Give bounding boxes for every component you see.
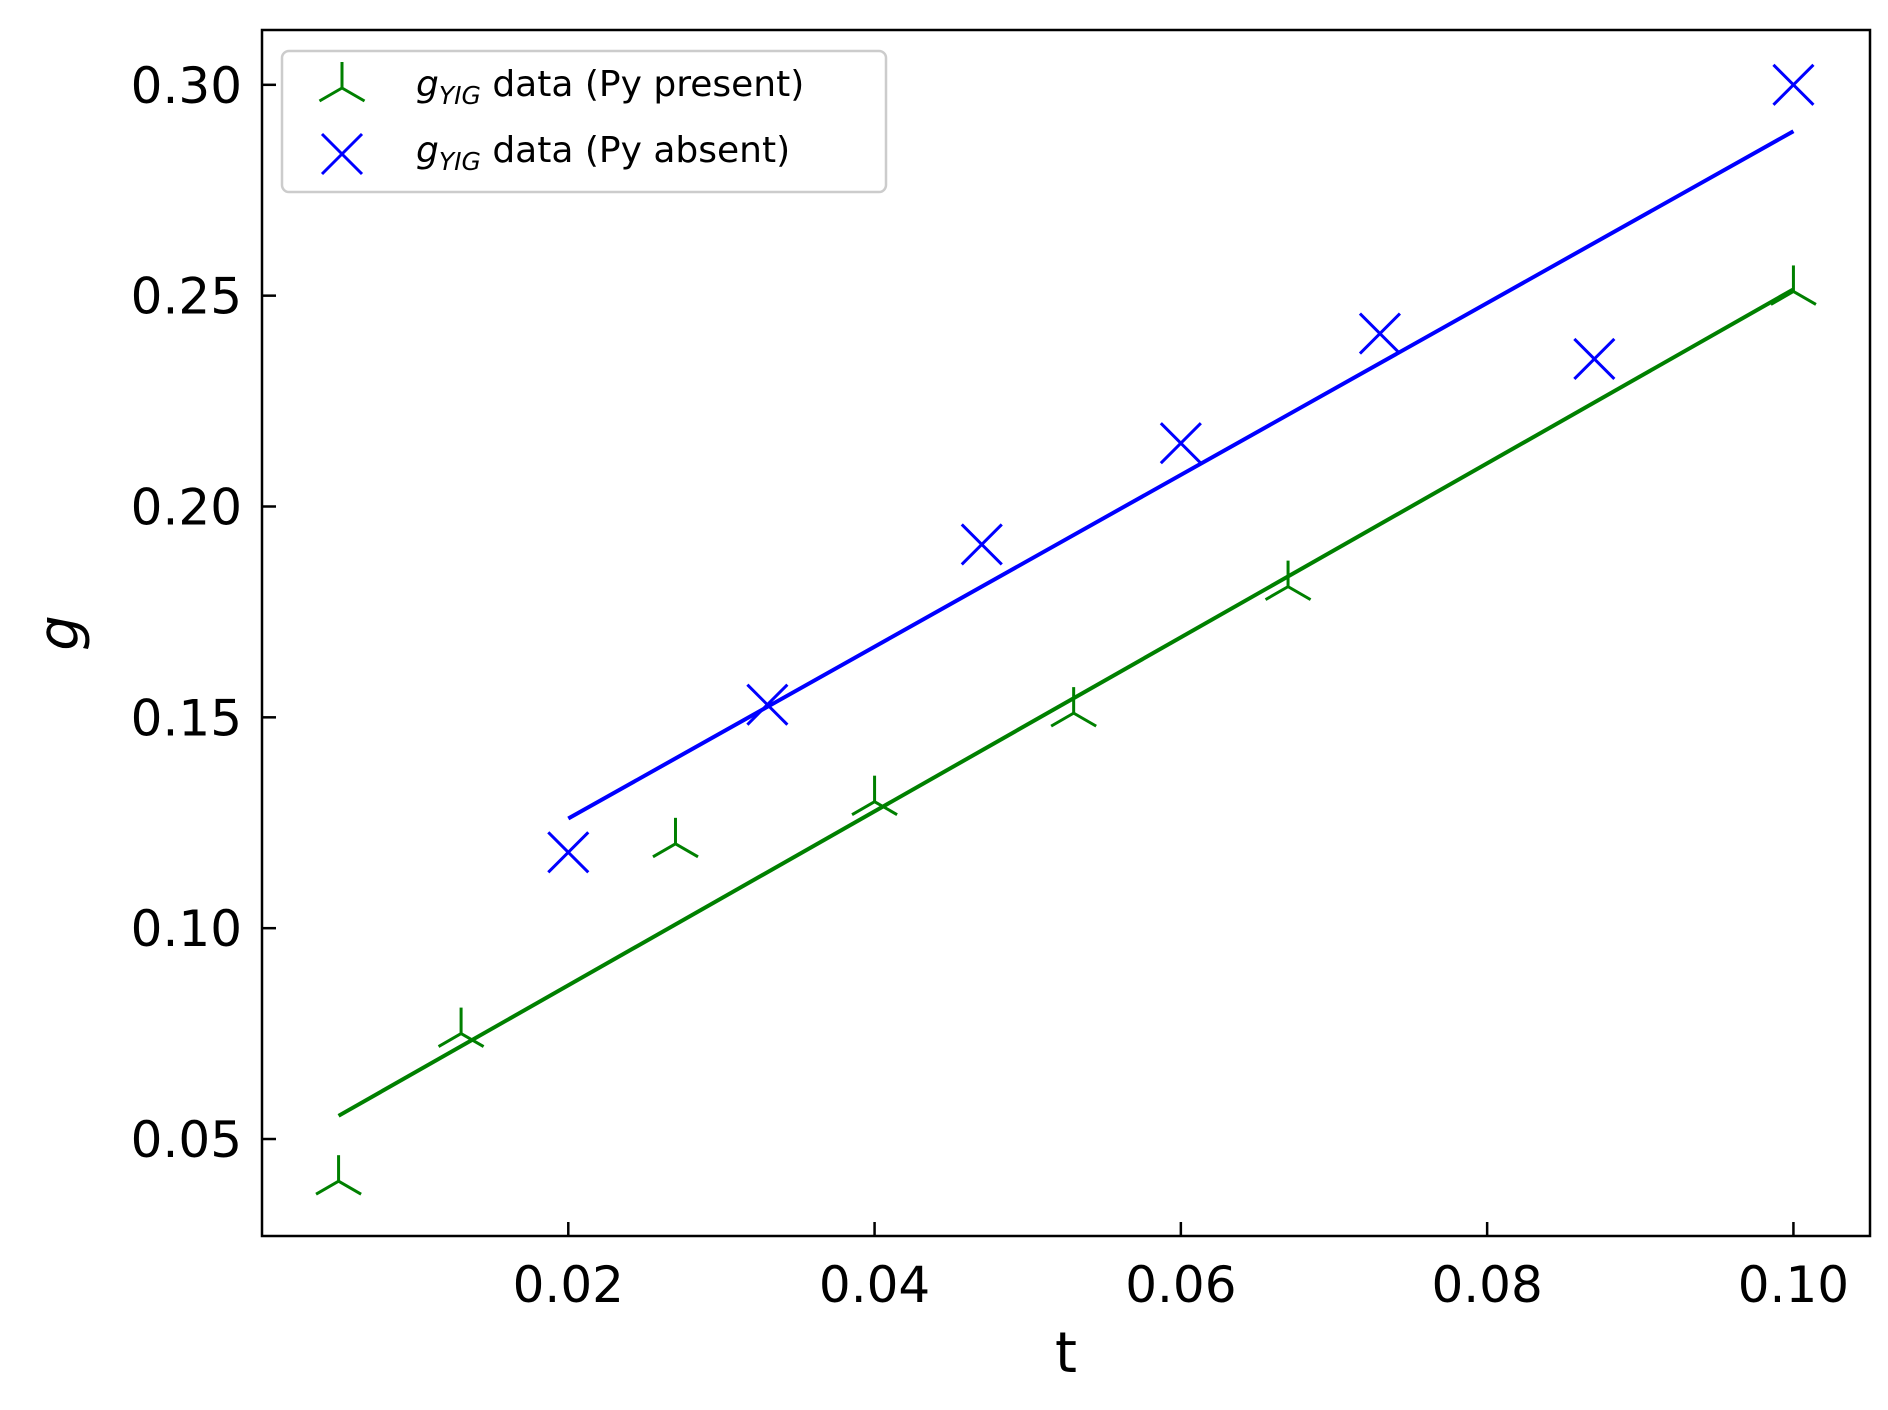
x-marker [1573, 337, 1616, 380]
x-tick-label: 0.02 [513, 1256, 624, 1314]
y-tick-label: 0.25 [131, 268, 242, 326]
x-marker [547, 831, 590, 874]
legend-label-series-2: gYIG data (Py absent) [416, 130, 790, 176]
plot-frame [260, 28, 1872, 1238]
x-marker [1772, 63, 1815, 106]
legend-label-series-1: gYIG data (Py present) [416, 64, 804, 110]
fit-line-series-2 [567, 129, 1795, 821]
tri-down-marker [318, 62, 366, 103]
x-tick-label: 0.08 [1431, 1256, 1542, 1314]
y-tick-label: 0.30 [131, 57, 242, 115]
fit-lines [337, 129, 1795, 1118]
x-marker [1159, 422, 1202, 465]
tri-down-marker [851, 775, 898, 816]
x-marker [1358, 312, 1402, 355]
x-axis-ticks: 0.02 0.04 0.06 0.08 0.10 [513, 1222, 1849, 1314]
fit-line-series-1 [337, 287, 1795, 1118]
y-tick-label: 0.20 [131, 478, 242, 536]
legend: gYIG data (Py present) gYIG data (Py abse… [280, 49, 888, 194]
x-tick-label: 0.06 [1125, 1256, 1236, 1314]
y-tick-label: 0.10 [131, 900, 242, 958]
x-marker [960, 523, 1003, 566]
tri-down-marker [315, 1155, 362, 1196]
x-tick-label: 0.04 [819, 1256, 930, 1314]
y-axis-ticks: 0.05 0.10 0.15 0.20 0.25 0.30 [131, 57, 276, 1169]
x-tick-label: 0.10 [1738, 1256, 1849, 1314]
tri-down-marker [652, 817, 699, 859]
legend-box [280, 49, 888, 194]
x-marker [320, 132, 364, 176]
tri-down-marker [1264, 560, 1312, 601]
y-tick-label: 0.15 [131, 689, 242, 747]
tri-down-marker [437, 1007, 485, 1048]
tri-down-marker [1770, 265, 1817, 306]
y-axis-label: g [27, 615, 92, 651]
y-tick-label: 0.05 [131, 1111, 242, 1169]
x-axis-label: t [1055, 1321, 1077, 1386]
tri-down-marker [1050, 687, 1097, 728]
data-markers [315, 63, 1817, 1196]
plot-area [262, 30, 1870, 1236]
x-marker [746, 683, 789, 726]
